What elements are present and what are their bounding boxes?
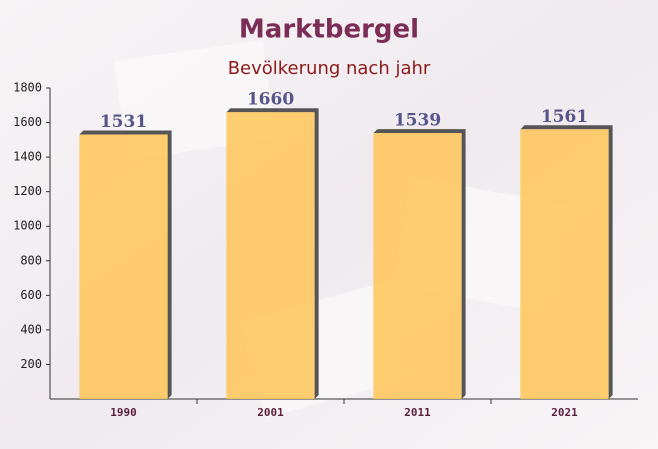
value-label: 1539 [394,111,441,131]
y-tick-label: 1600 [13,115,42,129]
y-tick-label: 400 [20,322,42,336]
bar [373,133,462,399]
x-tick-label: 2021 [551,406,578,419]
bar [520,129,609,399]
x-tick-label: 2011 [404,406,431,419]
value-label: 1561 [541,107,588,127]
y-tick-label: 800 [20,253,42,267]
x-tick-label: 2001 [257,406,284,419]
y-tick-label: 600 [20,288,42,302]
y-tick-label: 200 [20,357,42,371]
chart-subtitle: Bevölkerung nach jahr [228,58,431,79]
y-tick-label: 1200 [13,184,42,198]
value-label: 1660 [247,90,294,110]
x-tick-label: 1990 [110,406,137,419]
chart-title: Marktbergel [239,15,419,45]
bar [226,112,315,399]
y-tick-label: 1400 [13,150,42,164]
y-tick-label: 1000 [13,219,42,233]
value-label: 1531 [100,112,147,132]
bar [79,134,168,399]
y-tick-label: 1800 [13,81,42,95]
